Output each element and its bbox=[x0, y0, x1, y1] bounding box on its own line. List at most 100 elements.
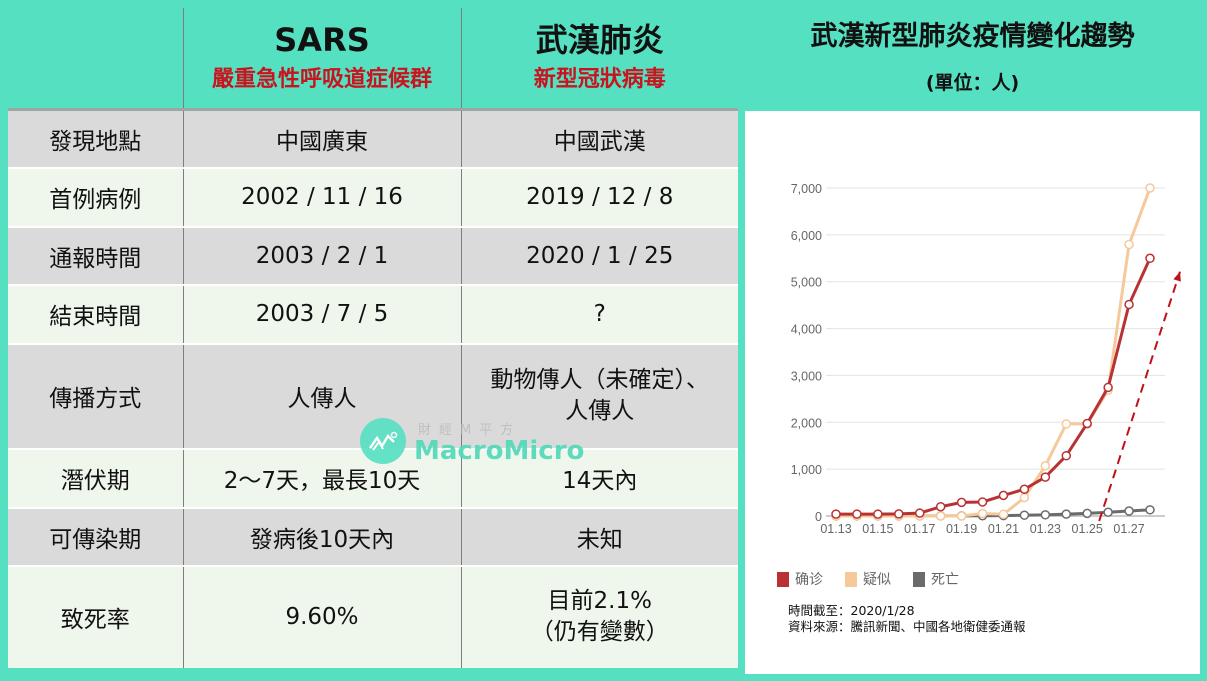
wuhan-value: 14天內 bbox=[460, 447, 738, 508]
header-sars-title: SARS bbox=[274, 21, 370, 59]
watermark-brand: MacroMicro bbox=[414, 435, 585, 466]
table-row: 致死率 9.60% 目前2.1% （仍有變數） bbox=[8, 564, 738, 668]
wuhan-value-line1: 動物傳人（未確定）、 bbox=[490, 367, 710, 393]
macromicro-logo-icon bbox=[360, 418, 406, 464]
y-tick-label: 2,000 bbox=[791, 416, 822, 430]
row-label: 通報時間 bbox=[8, 225, 183, 285]
row-label: 傳播方式 bbox=[8, 342, 183, 449]
chart-title: 武漢新型肺炎疫情變化趨勢 bbox=[810, 21, 1135, 52]
sars-value: 中國廣東 bbox=[182, 108, 461, 168]
wuhan-value: 目前2.1% （仍有變數） bbox=[460, 564, 738, 668]
legend-item-suspected[interactable]: 疑似 bbox=[845, 569, 891, 589]
table-row: 通報時間 2003 / 2 / 1 2020 / 1 / 25 bbox=[8, 225, 738, 285]
data-point[interactable] bbox=[956, 497, 967, 508]
data-point[interactable] bbox=[1124, 506, 1134, 516]
data-point[interactable] bbox=[914, 508, 925, 518]
data-point[interactable] bbox=[873, 509, 883, 519]
table-header-row: SARS 嚴重急性呼吸道症候群 武漢肺炎 新型冠狀病毒 bbox=[8, 8, 738, 111]
data-point[interactable] bbox=[831, 509, 841, 519]
data-point[interactable] bbox=[1019, 484, 1030, 494]
data-point[interactable] bbox=[1145, 183, 1155, 193]
trend-arrow bbox=[1098, 271, 1181, 522]
sars-value: 9.60% bbox=[182, 564, 461, 668]
wuhan-value: 2019 / 12 / 8 bbox=[460, 166, 738, 227]
sars-value: 2～7天，最長10天 bbox=[182, 447, 461, 508]
row-label: 致死率 bbox=[8, 564, 183, 668]
table-row: 發現地點 中國廣東 中國武漢 bbox=[8, 108, 738, 168]
x-tick-label: 01.13 bbox=[820, 522, 851, 536]
header-sars-subtitle: 嚴重急性呼吸道症候群 bbox=[211, 67, 432, 92]
table-row: 首例病例 2002 / 11 / 16 2019 / 12 / 8 bbox=[8, 166, 738, 227]
series-line bbox=[836, 187, 1152, 518]
row-label: 結束時間 bbox=[8, 283, 183, 344]
data-point[interactable] bbox=[1103, 507, 1113, 518]
data-point[interactable] bbox=[1040, 472, 1051, 482]
arrow-head-icon bbox=[1173, 271, 1181, 282]
data-point[interactable] bbox=[1103, 382, 1113, 393]
wuhan-value: 2020 / 1 / 25 bbox=[460, 225, 738, 285]
data-point[interactable] bbox=[1019, 510, 1030, 520]
data-point[interactable] bbox=[1061, 450, 1072, 461]
comparison-table: SARS 嚴重急性呼吸道症候群 武漢肺炎 新型冠狀病毒 發現地點 中國廣東 中國… bbox=[8, 8, 738, 668]
wuhan-value-line2: 人傳人 bbox=[565, 398, 635, 424]
sars-value: 人傳人 bbox=[182, 342, 461, 449]
chart-note: 時間截至：2020/1/28 資料來源：騰訊新聞、中國各地衛健委通報 bbox=[788, 603, 1026, 635]
chart-panel: 0 1,000 2,000 3,000 4,000 5,000 6,000 7,000 01.1… bbox=[745, 111, 1200, 674]
legend-swatch-icon bbox=[777, 571, 789, 587]
data-point[interactable] bbox=[1061, 509, 1072, 519]
data-point[interactable] bbox=[1019, 492, 1030, 503]
x-tick-label: 01.17 bbox=[904, 522, 935, 536]
data-point[interactable] bbox=[1145, 253, 1155, 264]
chart-legend: 确诊 疑似 死亡 bbox=[777, 569, 959, 589]
row-label: 首例病例 bbox=[8, 166, 183, 227]
y-tick-label: 1,000 bbox=[791, 463, 822, 477]
line-chart: 0 1,000 2,000 3,000 4,000 5,000 6,000 7,000 01.1… bbox=[791, 182, 1181, 536]
data-point[interactable] bbox=[1082, 418, 1092, 429]
data-point[interactable] bbox=[1082, 508, 1092, 519]
y-tick-label: 5,000 bbox=[791, 276, 822, 290]
sars-value: 2002 / 11 / 16 bbox=[182, 166, 461, 227]
y-tick-label: 6,000 bbox=[791, 229, 822, 243]
data-point[interactable] bbox=[1124, 239, 1134, 250]
note-date: 時間截至：2020/1/28 bbox=[788, 603, 915, 618]
table-row: 傳播方式 人傳人 動物傳人（未確定）、 人傳人 bbox=[8, 342, 738, 449]
y-tick-label: 7,000 bbox=[791, 182, 822, 196]
row-label: 可傳染期 bbox=[8, 506, 183, 566]
data-point[interactable] bbox=[894, 509, 904, 519]
sars-value: 2003 / 2 / 1 bbox=[182, 225, 461, 285]
table-row: 潛伏期 2～7天，最長10天 14天內 bbox=[8, 447, 738, 508]
data-point[interactable] bbox=[1040, 510, 1051, 520]
data-point[interactable] bbox=[1145, 505, 1155, 515]
x-tick-label: 01.27 bbox=[1113, 522, 1144, 536]
legend-item-deaths[interactable]: 死亡 bbox=[913, 569, 959, 589]
macromicro-watermark: 財經M平方 MacroMicro bbox=[360, 418, 584, 464]
data-point[interactable] bbox=[1061, 419, 1072, 429]
data-point[interactable] bbox=[935, 501, 946, 512]
header-empty bbox=[8, 8, 183, 111]
legend-label: 疑似 bbox=[863, 572, 891, 588]
data-point[interactable] bbox=[935, 511, 946, 521]
legend-swatch-icon bbox=[913, 571, 925, 587]
chart-subtitle: (單位：人) bbox=[925, 72, 1020, 94]
wuhan-value: 未知 bbox=[460, 506, 738, 566]
data-point[interactable] bbox=[956, 511, 967, 521]
comparison-table-wrap: SARS 嚴重急性呼吸道症候群 武漢肺炎 新型冠狀病毒 發現地點 中國廣東 中國… bbox=[8, 8, 738, 674]
wuhan-value: 動物傳人（未確定）、 人傳人 bbox=[460, 342, 738, 449]
data-point[interactable] bbox=[852, 509, 862, 519]
legend-item-confirmed[interactable]: 确诊 bbox=[777, 569, 823, 589]
table-row: 可傳染期 發病後10天內 未知 bbox=[8, 506, 738, 566]
data-point[interactable] bbox=[998, 490, 1009, 501]
table-row: 結束時間 2003 / 7 / 5 ? bbox=[8, 283, 738, 344]
watermark-chinese: 財經M平方 bbox=[418, 422, 522, 438]
data-point[interactable] bbox=[977, 508, 988, 519]
note-source: 資料來源：騰訊新聞、中國各地衛健委通報 bbox=[788, 619, 1026, 634]
data-point[interactable] bbox=[998, 509, 1009, 520]
wuhan-value: 中國武漢 bbox=[460, 108, 738, 168]
wuhan-value-line2: （仍有變數） bbox=[530, 619, 669, 645]
y-tick-label: 3,000 bbox=[791, 369, 822, 383]
data-point[interactable] bbox=[1124, 299, 1134, 310]
series-line bbox=[836, 257, 1152, 516]
data-point[interactable] bbox=[1040, 461, 1051, 471]
header-sars: SARS 嚴重急性呼吸道症候群 bbox=[182, 8, 461, 111]
data-point[interactable] bbox=[977, 497, 988, 507]
